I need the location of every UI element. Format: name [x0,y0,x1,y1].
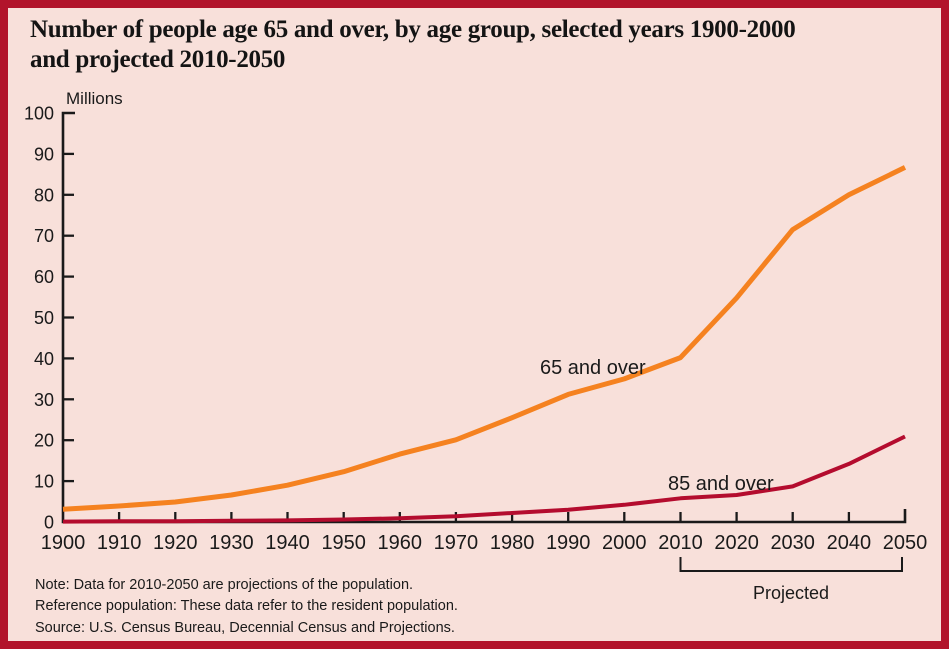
x-tick-label: 2040 [827,532,872,554]
x-tick-label: 1920 [153,532,198,554]
x-tick-label: 1940 [265,532,310,554]
series-label-65-and-over: 65 and over [540,357,646,379]
note-line-3: Source: U.S. Census Bureau, Decennial Ce… [35,619,455,636]
y-tick-label: 80 [34,185,54,205]
y-tick-label: 90 [34,144,54,164]
x-tick-label: 1930 [209,532,254,554]
y-tick-label: 10 [34,472,54,492]
footnotes: Note: Data for 2010-2050 are projections… [35,575,458,639]
x-tick-label: 1900 [41,532,86,554]
x-tick-label: 1980 [490,532,535,554]
title-line-2: and projected 2010-2050 [30,46,286,73]
chart-title: Number of people age 65 and over, by age… [30,15,796,75]
chart-panel [8,8,941,641]
series-line-65-and-over [62,165,907,512]
y-tick-label: 50 [34,308,54,328]
axes-and-ticks [61,111,907,524]
series-line-85-and-over [62,434,906,524]
y-tick-label: 30 [34,390,54,410]
x-tick-label: 1990 [546,532,591,554]
x-tick-label: 2000 [602,532,647,554]
x-tick-label: 1910 [97,532,142,554]
title-line-1: Number of people age 65 and over, by age… [30,16,796,43]
x-tick-label: 2050 [883,532,928,554]
projected-label: Projected [753,583,829,603]
axis-lines [61,111,907,524]
note-line-1: Note: Data for 2010-2050 are projections… [35,577,414,593]
y-axis-unit-label: Millions [66,89,123,108]
y-tick-label: 70 [34,226,54,246]
x-tick-label: 2010 [658,532,703,554]
x-tick-label: 1950 [321,532,366,554]
projected-bracket [679,557,903,572]
x-tick-label: 1960 [378,532,423,554]
y-tick-label: 100 [24,104,54,124]
note-line-2: Reference population: These data refer t… [35,598,458,615]
x-tick-label: 1970 [434,532,479,554]
series-label-85-and-over: 85 and over [668,473,774,495]
y-tick-label: 0 [44,513,54,533]
x-tick-label: 2030 [770,532,815,554]
y-tick-label: 20 [34,431,54,451]
x-tick-label: 2020 [714,532,759,554]
y-tick-label: 60 [34,267,54,287]
y-tick-label: 40 [34,349,54,369]
data-series-lines [62,165,907,524]
